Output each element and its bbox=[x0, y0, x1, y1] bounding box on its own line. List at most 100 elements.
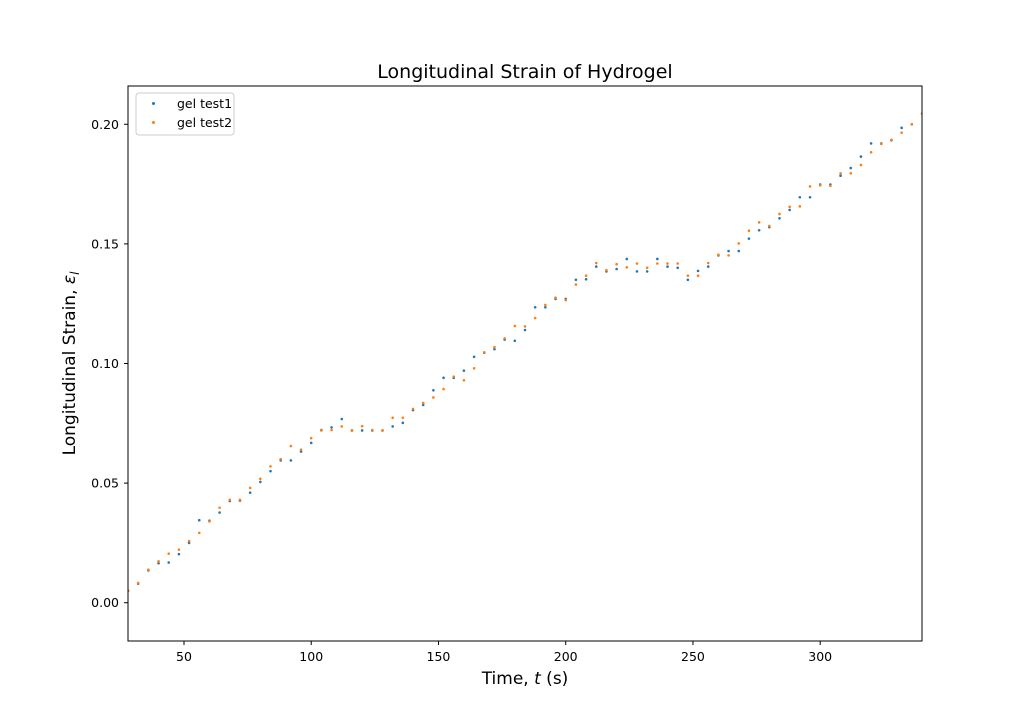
chart-title: Longitudinal Strain of Hydrogel bbox=[377, 61, 672, 83]
point-series-1-13 bbox=[259, 480, 262, 484]
point-series-2-52 bbox=[656, 262, 659, 265]
point-series-2-35 bbox=[482, 350, 486, 354]
point-series-1-66 bbox=[798, 195, 802, 199]
x-axis-label: Time, t (s) bbox=[481, 669, 569, 689]
point-series-2-77 bbox=[910, 122, 914, 126]
point-series-2-45 bbox=[584, 274, 588, 278]
point-series-2-11 bbox=[238, 498, 242, 502]
point-series-1-65 bbox=[788, 208, 791, 212]
point-series-2-42 bbox=[554, 296, 557, 300]
y-tick-label-0: 0.00 bbox=[91, 595, 119, 610]
point-series-2-7 bbox=[197, 531, 201, 535]
point-series-1-7 bbox=[197, 518, 201, 522]
point-series-2-34 bbox=[472, 366, 476, 370]
point-series-2-24 bbox=[371, 428, 374, 432]
point-series-2-38 bbox=[513, 324, 517, 328]
point-series-1-54 bbox=[676, 266, 679, 270]
point-series-2-73 bbox=[869, 150, 873, 154]
point-series-1-73 bbox=[869, 142, 873, 145]
point-series-1-62 bbox=[757, 228, 761, 232]
y-axis-ticks: 0.00 0.05 0.10 0.15 0.20 bbox=[91, 117, 128, 610]
point-series-2-41 bbox=[544, 303, 547, 307]
point-series-2-55 bbox=[686, 274, 690, 278]
point-series-1-72 bbox=[859, 155, 863, 158]
point-series-2-14 bbox=[269, 465, 272, 468]
legend-marker-gel-test1 bbox=[152, 102, 155, 105]
point-series-2-27 bbox=[401, 416, 405, 420]
legend-marker-gel-test2 bbox=[152, 121, 155, 124]
point-series-2-44 bbox=[574, 283, 578, 286]
point-series-1-20 bbox=[330, 426, 333, 429]
point-series-1-12 bbox=[248, 491, 252, 494]
point-series-2-17 bbox=[299, 448, 303, 451]
point-series-2-61 bbox=[747, 229, 751, 233]
point-series-2-43 bbox=[564, 298, 568, 302]
point-series-1-76 bbox=[900, 126, 903, 130]
point-series-1-30 bbox=[432, 388, 435, 392]
point-series-2-15 bbox=[279, 457, 282, 461]
point-series-1-56 bbox=[696, 269, 700, 273]
point-series-1-23 bbox=[360, 429, 364, 432]
point-series-2-21 bbox=[340, 425, 344, 428]
point-series-2-51 bbox=[645, 266, 649, 270]
point-series-2-54 bbox=[676, 262, 679, 265]
point-series-1-16 bbox=[289, 459, 293, 462]
point-series-2-9 bbox=[218, 506, 221, 510]
point-series-2-69 bbox=[829, 184, 832, 188]
point-series-2-25 bbox=[381, 429, 384, 432]
point-series-1-6 bbox=[187, 541, 191, 545]
y-tick-label-2: 0.10 bbox=[91, 356, 119, 371]
point-series-1-36 bbox=[493, 347, 496, 351]
point-series-2-47 bbox=[605, 268, 608, 272]
x-tick-label-4: 250 bbox=[681, 649, 705, 664]
legend: gel test1 gel test2 bbox=[135, 92, 235, 136]
point-series-2-8 bbox=[208, 520, 211, 523]
y-tick-label-3: 0.15 bbox=[91, 236, 119, 251]
point-series-2-71 bbox=[849, 172, 853, 175]
point-series-2-59 bbox=[727, 254, 730, 257]
point-series-1-45 bbox=[584, 277, 588, 281]
point-series-2-13 bbox=[259, 477, 262, 481]
x-tick-label-1: 100 bbox=[299, 649, 323, 664]
point-series-2-29 bbox=[421, 401, 425, 405]
point-series-2-63 bbox=[768, 224, 771, 228]
point-series-1-27 bbox=[401, 421, 405, 425]
point-series-2-6 bbox=[187, 539, 191, 543]
point-series-2-28 bbox=[411, 407, 415, 411]
point-series-2-62 bbox=[757, 221, 761, 224]
point-series-2-4 bbox=[167, 552, 171, 555]
point-series-2-32 bbox=[452, 375, 456, 378]
point-series-2-74 bbox=[879, 142, 883, 146]
point-series-2-72 bbox=[859, 163, 863, 167]
point-series-1-33 bbox=[462, 369, 466, 372]
legend-box bbox=[135, 92, 235, 136]
point-series-1-17 bbox=[299, 450, 303, 453]
point-series-2-67 bbox=[808, 185, 812, 188]
x-tick-label-3: 200 bbox=[554, 649, 578, 664]
point-series-2-3 bbox=[157, 560, 160, 563]
point-series-2-18 bbox=[309, 436, 313, 440]
point-series-1-50 bbox=[635, 270, 639, 273]
point-series-1-41 bbox=[544, 305, 547, 309]
point-series-2-50 bbox=[635, 262, 639, 265]
point-series-1-67 bbox=[808, 195, 812, 199]
point-series-1-51 bbox=[645, 270, 649, 273]
point-series-2-66 bbox=[798, 205, 802, 208]
legend-label-gel-test1: gel test1 bbox=[177, 96, 232, 111]
point-series-1-52 bbox=[656, 257, 659, 261]
point-series-2-76 bbox=[900, 131, 903, 134]
legend-label-gel-test2: gel test2 bbox=[177, 115, 232, 130]
point-series-2-39 bbox=[523, 325, 527, 328]
x-axis-ticks: 50 100 150 200 250 300 bbox=[176, 641, 832, 664]
point-series-2-40 bbox=[533, 316, 537, 320]
point-series-1-44 bbox=[574, 278, 578, 282]
y-tick-label-1: 0.05 bbox=[91, 476, 119, 491]
point-series-2-36 bbox=[493, 345, 496, 349]
y-axis-label: Longitudinal Strain, εl bbox=[60, 271, 82, 456]
point-series-1-29 bbox=[421, 403, 425, 407]
point-series-2-37 bbox=[503, 337, 506, 340]
point-series-2-64 bbox=[778, 212, 781, 216]
point-series-2-57 bbox=[706, 261, 710, 265]
point-series-2-56 bbox=[696, 274, 700, 278]
